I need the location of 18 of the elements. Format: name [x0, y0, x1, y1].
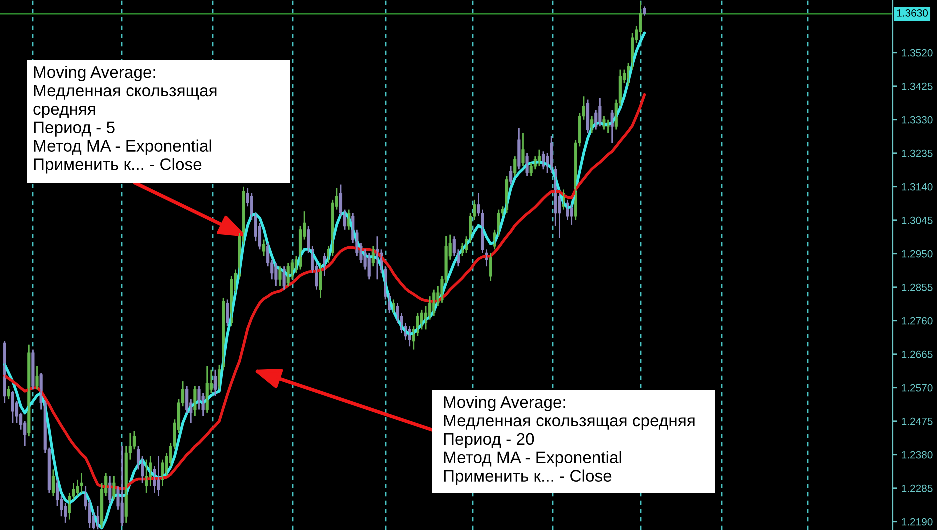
y-tick-label: 1.2285 — [902, 484, 933, 492]
y-tick-label: 1.2570 — [902, 384, 933, 392]
y-tick-label: 1.3045 — [902, 216, 933, 224]
y-tick-label: 1.2950 — [902, 250, 933, 258]
y-tick-label: 1.2760 — [902, 317, 933, 325]
annotation: Moving Average: Медленная скользящая средняя Период - 20 Метод MA - Exponential Применить к... - Close — [444, 396, 695, 486]
y-tick-label: 1.2855 — [902, 284, 933, 292]
y-tick-label: 1.3235 — [902, 150, 933, 158]
ref-line-label: 1.3630 — [897, 10, 928, 17]
y-tick-label: 1.3140 — [902, 183, 933, 191]
y-tick-label: 1.3425 — [902, 82, 933, 90]
y-tick-label: 1.2190 — [902, 518, 933, 526]
y-tick-label: 1.2475 — [902, 418, 933, 426]
annotation: Moving Average: Медленная скользящая средняя Период - 5 Метод MA - Exponential Применить к... - Close — [34, 66, 217, 174]
y-tick-label: 1.3330 — [902, 116, 933, 124]
y-tick-label: 1.3520 — [902, 49, 933, 57]
y-tick-label: 1.2380 — [902, 451, 933, 459]
y-tick-label: 1.2665 — [902, 350, 933, 358]
